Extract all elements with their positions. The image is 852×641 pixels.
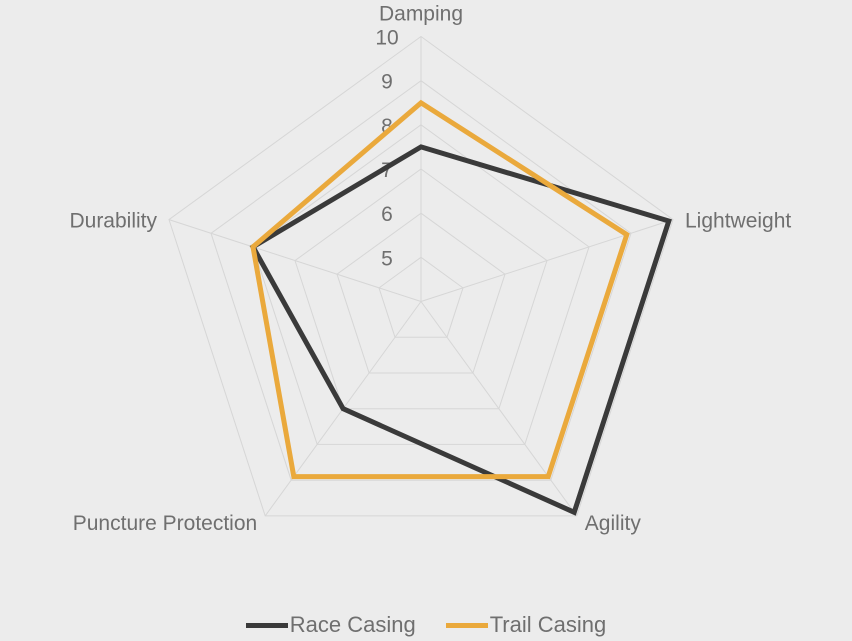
tick-label-9: 9 xyxy=(381,71,393,94)
tick-label-10: 10 xyxy=(375,27,398,50)
grid-ring-6 xyxy=(336,212,506,374)
series-race-casing xyxy=(249,144,672,516)
series-trail-casing xyxy=(250,99,630,480)
axis-label-durability: Durability xyxy=(69,210,157,233)
legend-label-trail-casing: Trail Casing xyxy=(489,612,607,637)
legend-label-race-casing: Race Casing xyxy=(289,612,416,637)
axis-category-labels: Damping Lightweight Agility Puncture Protec… xyxy=(69,3,791,535)
legend-swatch-race-casing xyxy=(245,622,288,628)
spoke-lightweight xyxy=(420,219,674,302)
grid-ring-9 xyxy=(210,80,632,481)
axis-label-puncture-protection: Puncture Protection xyxy=(73,512,257,535)
tick-label-7: 7 xyxy=(381,159,393,182)
tick-label-8: 8 xyxy=(381,115,393,138)
radar-grid xyxy=(168,35,674,517)
grid-ring-5 xyxy=(378,256,464,338)
axis-label-lightweight: Lightweight xyxy=(685,210,791,233)
tick-label-6: 6 xyxy=(381,203,393,226)
axis-label-damping: Damping xyxy=(379,3,463,26)
spoke-agility xyxy=(420,301,578,517)
tick-label-5: 5 xyxy=(381,247,393,270)
radial-tick-labels: 5 6 7 8 9 10 xyxy=(375,27,398,271)
legend-swatch-trail-casing xyxy=(445,622,488,628)
radar-series xyxy=(249,99,672,516)
chart-legend: Race Casing Trail Casing xyxy=(0,609,852,641)
grid-ring-10 xyxy=(168,35,674,517)
axis-label-agility: Agility xyxy=(585,512,642,535)
legend-item-race-casing: Race Casing xyxy=(245,612,416,638)
legend-item-trail-casing: Trail Casing xyxy=(445,612,607,638)
spoke-durability xyxy=(168,219,422,302)
grid-ring-7 xyxy=(294,168,548,410)
